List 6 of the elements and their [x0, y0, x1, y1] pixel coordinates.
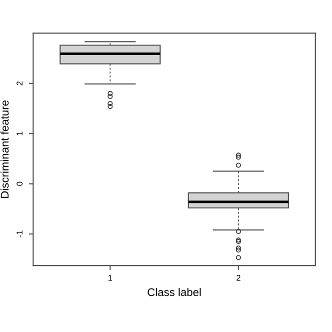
- y-tick-label: 0: [16, 182, 23, 186]
- y-axis-title: Discriminant feature: [0, 100, 9, 198]
- y-tick-label: -1: [16, 230, 22, 238]
- x-axis-title: Class label: [148, 288, 201, 296]
- y-tick-label: 2: [16, 81, 22, 86]
- y-tick-label: 1: [16, 132, 22, 136]
